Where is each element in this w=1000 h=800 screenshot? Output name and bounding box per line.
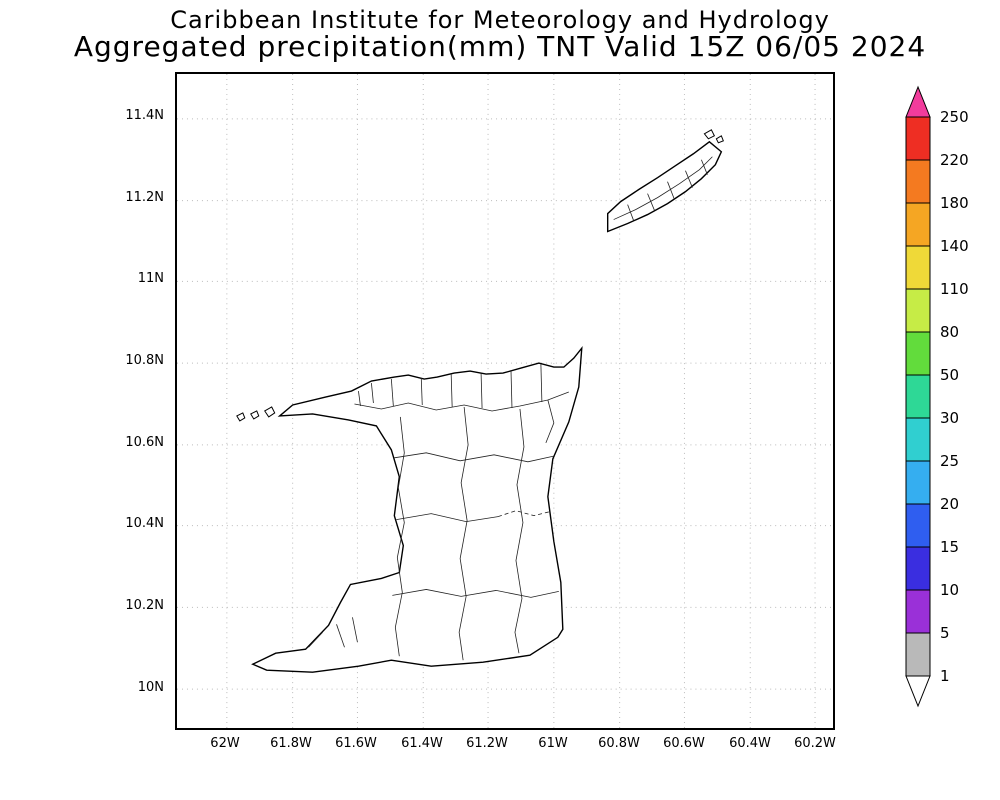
- trinidad-outline: [251, 345, 583, 673]
- district-boundary-line: [390, 379, 394, 407]
- islet: [715, 135, 724, 144]
- colorbar-tick-label: 5: [940, 624, 950, 642]
- colorbar: 250 220 180 140 110 80 50 30 25 20 15 10…: [896, 83, 980, 715]
- lon-axis-label: 60.2W: [794, 736, 836, 751]
- district-boundary-line: [394, 416, 405, 657]
- product-title: Aggregated precipitation(mm) TNT Valid 1…: [73, 30, 927, 63]
- district-boundary-line: [545, 399, 555, 444]
- colorbar-canvas: 250 220 180 140 110 80 50 30 25 20 15 10…: [905, 85, 969, 708]
- district-boundary-line: [420, 378, 423, 406]
- lon-axis-label: 60.4W: [729, 736, 771, 751]
- lon-axis-label: 61.6W: [335, 736, 377, 751]
- lon-axis-label: 62W: [210, 736, 240, 751]
- district-boundary-line: [392, 589, 559, 598]
- district-boundary-line: [540, 364, 543, 403]
- colorbar-arrow-up: [905, 85, 931, 118]
- lon-axis-label: 60.8W: [598, 736, 640, 751]
- colorbar-tick-label: 110: [940, 280, 969, 298]
- lat-axis-label: 10.2N: [125, 598, 164, 613]
- bocas-islets: [236, 406, 276, 422]
- colorbar-segment: [905, 245, 931, 290]
- colorbar-segment: [905, 417, 931, 462]
- colorbar-segment: [905, 288, 931, 333]
- tobago-islets: [703, 129, 724, 144]
- district-boundary-line: [358, 390, 361, 407]
- lat-axis-label: 11N: [137, 271, 164, 286]
- district-boundary-line: [685, 170, 693, 188]
- lon-axis-label: 61W: [538, 736, 568, 751]
- colorbar-segment: [905, 460, 931, 505]
- district-boundary-line: [336, 624, 345, 648]
- colorbar-tick-label: 20: [940, 495, 959, 513]
- islet: [236, 412, 246, 422]
- lat-axis-label: 10N: [137, 680, 164, 695]
- islet: [264, 406, 276, 418]
- colorbar-tick-label: 140: [940, 237, 969, 255]
- district-boundary-line: [613, 156, 713, 220]
- district-boundary-line: [514, 408, 525, 654]
- district-boundary-line: [701, 159, 708, 175]
- district-boundary-line: [667, 181, 675, 200]
- colorbar-tick-label: 10: [940, 581, 959, 599]
- lat-axis-label: 11.4N: [125, 108, 164, 123]
- district-boundary-line: [647, 193, 655, 211]
- district-boundary-line: [627, 204, 634, 221]
- district-boundary-line: [510, 370, 513, 408]
- district-boundary-line: [396, 513, 499, 523]
- lat-axis-label: 11.2N: [125, 190, 164, 205]
- colorbar-segment: [905, 331, 931, 376]
- colorbar-tick-label: 50: [940, 366, 959, 384]
- colorbar-segment: [905, 159, 931, 204]
- colorbar-segment: [905, 374, 931, 419]
- islet: [703, 129, 716, 140]
- lon-axis-label: 61.4W: [401, 736, 443, 751]
- colorbar-tick-label: 30: [940, 409, 959, 427]
- institution-title: Caribbean Institute for Meteorology and …: [170, 6, 830, 34]
- lat-axis-label: 10.4N: [125, 516, 164, 531]
- tobago-outline: [606, 140, 723, 233]
- district-boundary-line: [371, 383, 374, 404]
- lon-axis-label: 61.2W: [466, 736, 508, 751]
- district-boundary-line: [352, 617, 358, 643]
- lon-axis-label: 60.6W: [663, 736, 705, 751]
- colorbar-tick-label: 250: [940, 108, 969, 126]
- district-boundary-line: [354, 391, 569, 412]
- district-boundary-line: [394, 452, 555, 463]
- map-plot-frame: [175, 72, 835, 730]
- district-boundaries: [308, 156, 713, 661]
- colorbar-segment: [905, 116, 931, 161]
- colorbar-arrow-down: [905, 675, 931, 708]
- district-boundary-line: [308, 632, 323, 648]
- colorbar-tick-label: 15: [940, 538, 959, 556]
- district-boundary-line: [450, 374, 453, 407]
- colorbar-tick-label: 220: [940, 151, 969, 169]
- district-boundary-line: [480, 373, 483, 408]
- district-boundary-line: [458, 406, 469, 661]
- colorbar-segment: [905, 589, 931, 634]
- district-boundary-line: [497, 510, 550, 518]
- colorbar-segment: [905, 546, 931, 591]
- lat-axis-label: 10.8N: [125, 353, 164, 368]
- colorbar-segment: [905, 503, 931, 548]
- colorbar-segment: [905, 632, 931, 677]
- islet: [250, 410, 260, 420]
- map-canvas: [177, 74, 833, 728]
- colorbar-tick-label: 80: [940, 323, 959, 341]
- lon-axis-label: 61.8W: [270, 736, 312, 751]
- colorbar-tick-label: 1: [940, 667, 950, 685]
- lat-axis-label: 10.6N: [125, 435, 164, 450]
- colorbar-segment: [905, 202, 931, 247]
- colorbar-tick-label: 180: [940, 194, 969, 212]
- colorbar-tick-label: 25: [940, 452, 959, 470]
